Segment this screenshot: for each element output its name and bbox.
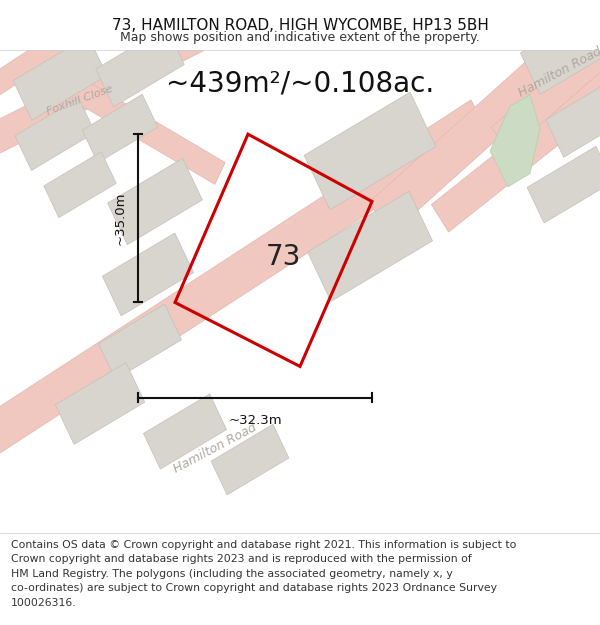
- Text: ~32.3m: ~32.3m: [228, 414, 282, 427]
- Polygon shape: [57, 0, 383, 29]
- Polygon shape: [103, 233, 194, 316]
- Polygon shape: [96, 27, 184, 107]
- Polygon shape: [0, 0, 266, 166]
- Polygon shape: [107, 158, 202, 244]
- Text: ~35.0m: ~35.0m: [113, 192, 127, 245]
- Polygon shape: [15, 98, 95, 171]
- Polygon shape: [546, 78, 600, 158]
- Polygon shape: [0, 7, 105, 104]
- Polygon shape: [13, 36, 107, 120]
- Text: Hamilton Road: Hamilton Road: [171, 421, 259, 476]
- Polygon shape: [55, 362, 145, 444]
- Polygon shape: [369, 0, 600, 234]
- Polygon shape: [490, 95, 540, 187]
- Polygon shape: [431, 14, 600, 232]
- Text: Hamilton Road: Hamilton Road: [516, 45, 600, 100]
- Polygon shape: [520, 6, 600, 94]
- Polygon shape: [211, 424, 289, 495]
- Text: 73, HAMILTON ROAD, HIGH WYCOMBE, HP13 5BH: 73, HAMILTON ROAD, HIGH WYCOMBE, HP13 5B…: [112, 18, 488, 32]
- Polygon shape: [98, 304, 182, 379]
- Text: ~439m²/~0.108ac.: ~439m²/~0.108ac.: [166, 69, 434, 98]
- Polygon shape: [527, 146, 600, 223]
- Polygon shape: [25, 50, 225, 184]
- Polygon shape: [0, 100, 489, 460]
- Text: Map shows position and indicative extent of the property.: Map shows position and indicative extent…: [120, 31, 480, 44]
- Polygon shape: [143, 394, 227, 469]
- Polygon shape: [304, 92, 436, 210]
- Polygon shape: [44, 152, 116, 218]
- Polygon shape: [82, 94, 158, 162]
- Text: 73: 73: [266, 242, 301, 271]
- Polygon shape: [307, 191, 433, 301]
- Polygon shape: [491, 0, 600, 152]
- Text: Contains OS data © Crown copyright and database right 2021. This information is : Contains OS data © Crown copyright and d…: [11, 540, 516, 608]
- Text: Foxhill Close: Foxhill Close: [46, 84, 115, 117]
